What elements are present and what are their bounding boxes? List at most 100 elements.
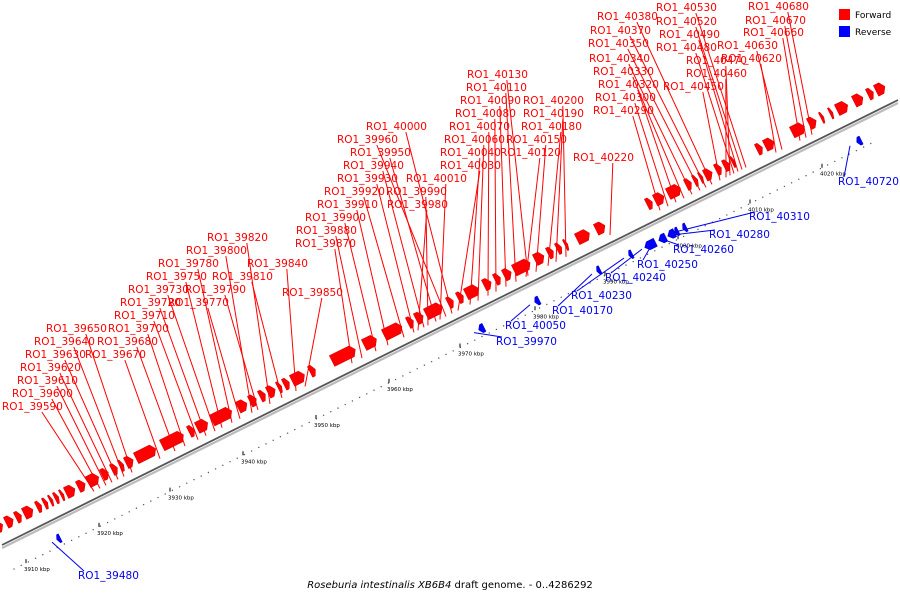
minor-tick (826, 164, 829, 166)
reverse-leader-line (51, 541, 85, 572)
forward-leader-line (147, 333, 186, 447)
minor-tick (718, 217, 721, 220)
forward-gene-label: RO1_39870 (295, 238, 356, 250)
forward-leader-line (609, 162, 614, 236)
minor-tick (740, 207, 742, 209)
forward-gene-label: RO1_39840 (247, 258, 308, 270)
forward-gene-label: RO1_39650 (46, 323, 107, 335)
minor-tick (466, 343, 469, 345)
minor-tick (157, 496, 159, 499)
reverse-gene-glyph (674, 226, 681, 237)
minor-tick (474, 339, 476, 341)
minor-tick (351, 400, 354, 402)
forward-gene-label: RO1_39920 (324, 186, 385, 198)
reverse-gene-label: RO1_40250 (637, 259, 698, 271)
forward-leader-line (136, 346, 176, 452)
forward-gene-glyph (51, 491, 60, 505)
forward-gene-label: RO1_39990 (386, 186, 447, 198)
forward-gene-label: RO1_39590 (2, 401, 63, 413)
forward-gene-label: RO1_40530 (656, 2, 717, 14)
forward-leader-line (505, 92, 517, 282)
minor-tick (870, 142, 872, 145)
forward-gene-glyph (360, 335, 377, 351)
forward-gene-glyph (761, 137, 775, 152)
minor-tick (13, 568, 15, 570)
forward-gene-label: RO1_39940 (343, 160, 404, 172)
minor-tick (834, 160, 836, 163)
forward-gene-label: RO1_40150 (506, 134, 567, 146)
minor-tick (330, 411, 332, 413)
forward-leader-line (376, 144, 447, 317)
genome-line (1, 99, 899, 546)
minor-tick (164, 493, 166, 495)
forward-leader-line (417, 209, 428, 331)
reverse-leader-line (843, 145, 851, 178)
minor-tick (445, 353, 447, 356)
forward-leader-line (494, 118, 497, 292)
forward-leader-line (224, 294, 259, 410)
minor-tick (366, 393, 368, 395)
forward-leader-line (376, 183, 415, 333)
forward-gene-label: RO1_40060 (444, 134, 505, 146)
forward-gene-glyph (116, 459, 125, 473)
forward-leader-line (246, 242, 271, 404)
minor-tick (668, 242, 670, 245)
forward-gene-label: RO1_39680 (97, 336, 158, 348)
forward-gene-label: RO1_40670 (745, 15, 806, 27)
minor-tick (106, 521, 109, 524)
scale-tick-label: 3920 kbp (97, 531, 123, 537)
forward-gene-label: RO1_39810 (212, 271, 273, 283)
map-caption: Roseburia intestinalis XB6B4 draft genom… (307, 580, 593, 591)
forward-gene-glyph (664, 184, 681, 200)
scale-tick-label: 3980 kbp (533, 314, 559, 320)
minor-tick (178, 486, 181, 488)
forward-gene-glyph (682, 178, 692, 191)
forward-gene-label: RO1_39950 (350, 147, 411, 159)
minor-tick (409, 371, 411, 374)
minor-tick (546, 303, 548, 306)
forward-leader-line (251, 281, 283, 399)
forward-gene-label: RO1_39960 (337, 134, 398, 146)
minor-tick (618, 267, 620, 270)
forward-gene-label: RO1_39620 (20, 362, 81, 374)
minor-tick (646, 253, 649, 256)
minor-tick (20, 564, 22, 567)
minor-tick (121, 514, 123, 517)
minor-tick (27, 561, 30, 563)
forward-gene-label: RO1_40300 (595, 92, 656, 104)
forward-gene-label: RO1_40660 (743, 27, 804, 39)
reverse-gene-glyph (596, 265, 603, 275)
forward-leader-line (439, 183, 447, 320)
leader-lines (41, 11, 851, 572)
forward-gene-glyph (561, 238, 570, 252)
forward-leader-line (124, 359, 161, 459)
minor-tick (560, 296, 562, 298)
legend-forward-swatch (839, 9, 850, 20)
forward-leader-line (760, 63, 777, 153)
forward-gene-label: RO1_40040 (440, 147, 501, 159)
minor-tick (200, 475, 202, 477)
forward-leader-line (363, 196, 405, 338)
genome-line-shadow (1, 102, 899, 549)
forward-gene-glyph (62, 484, 76, 499)
forward-gene-label: RO1_40320 (598, 79, 659, 91)
minor-tick (344, 403, 346, 406)
forward-gene-glyph (444, 296, 454, 310)
minor-tick (567, 292, 570, 295)
minor-tick (632, 260, 634, 263)
forward-gene-label: RO1_39910 (317, 199, 378, 211)
reverse-gene-label: RO1_40240 (605, 272, 666, 284)
minor-tick (531, 310, 534, 313)
forward-gene-glyph (544, 246, 554, 260)
forward-gene-label: RO1_40380 (597, 11, 658, 23)
forward-gene-label: RO1_40110 (466, 82, 527, 94)
forward-gene-glyph (592, 221, 606, 236)
forward-leader-line (64, 359, 119, 480)
forward-gene-label: RO1_40190 (523, 108, 584, 120)
forward-gene-label: RO1_39900 (305, 212, 366, 224)
forward-gene-glyph (462, 284, 479, 301)
reverse-leader-line (610, 248, 643, 274)
minor-tick (481, 335, 483, 338)
forward-gene-glyph (850, 93, 864, 108)
